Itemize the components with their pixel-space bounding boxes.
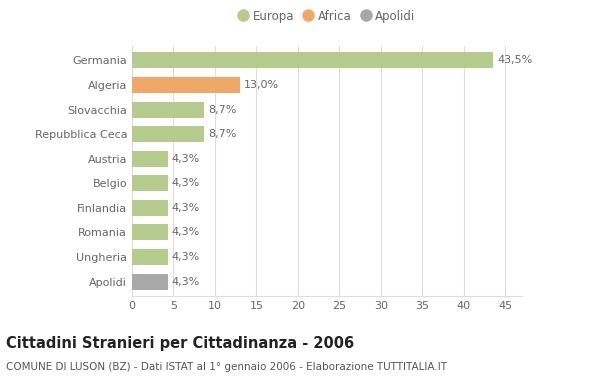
Text: 4,3%: 4,3% [172,228,200,238]
Text: 8,7%: 8,7% [208,129,237,139]
Text: 4,3%: 4,3% [172,252,200,262]
Bar [132,249,167,265]
Text: COMUNE DI LUSON (BZ) - Dati ISTAT al 1° gennaio 2006 - Elaborazione TUTTITALIA.I: COMUNE DI LUSON (BZ) - Dati ISTAT al 1° … [6,362,447,372]
Bar [132,151,167,167]
Legend: Europa, Africa, Apolidi: Europa, Africa, Apolidi [235,6,419,27]
Bar [132,175,167,191]
Bar [132,126,204,142]
Text: Cittadini Stranieri per Cittadinanza - 2006: Cittadini Stranieri per Cittadinanza - 2… [6,336,354,351]
Text: 4,3%: 4,3% [172,277,200,287]
Bar [132,52,493,68]
Text: 4,3%: 4,3% [172,154,200,164]
Text: 4,3%: 4,3% [172,178,200,188]
Bar [132,101,204,117]
Text: 43,5%: 43,5% [497,55,532,65]
Text: 8,7%: 8,7% [208,105,237,114]
Bar [132,77,240,93]
Text: 13,0%: 13,0% [244,80,279,90]
Text: 4,3%: 4,3% [172,203,200,213]
Bar [132,200,167,216]
Bar [132,225,167,241]
Bar [132,274,167,290]
